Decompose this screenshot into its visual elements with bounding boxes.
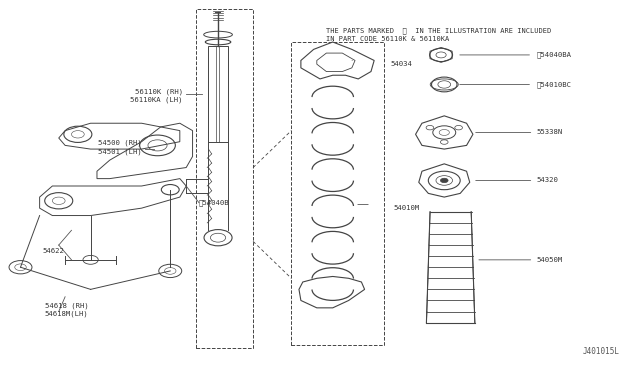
Text: 54050M: 54050M [537,257,563,263]
Text: 54010M: 54010M [394,205,420,211]
Text: THE PARTS MARKED  ※  IN THE ILLUSTRATION ARE INCLUDED
IN PART CODE 56110K & 5611: THE PARTS MARKED ※ IN THE ILLUSTRATION A… [326,27,552,42]
Text: J401015L: J401015L [582,347,620,356]
Text: 54034: 54034 [390,61,412,67]
Text: 54500 (RH)
54501 (LH): 54500 (RH) 54501 (LH) [98,140,141,155]
Text: 54320: 54320 [537,177,559,183]
Text: ※54010BC: ※54010BC [537,81,572,88]
Text: 54622: 54622 [43,248,65,254]
Text: 54618 (RH)
54618M(LH): 54618 (RH) 54618M(LH) [45,302,88,317]
Text: 56110K (RH)
56110KA (LH): 56110K (RH) 56110KA (LH) [131,88,183,103]
Text: ※54040B: ※54040B [199,199,230,206]
Text: 55338N: 55338N [537,129,563,135]
Text: ※54040BA: ※54040BA [537,52,572,58]
Circle shape [440,178,448,183]
